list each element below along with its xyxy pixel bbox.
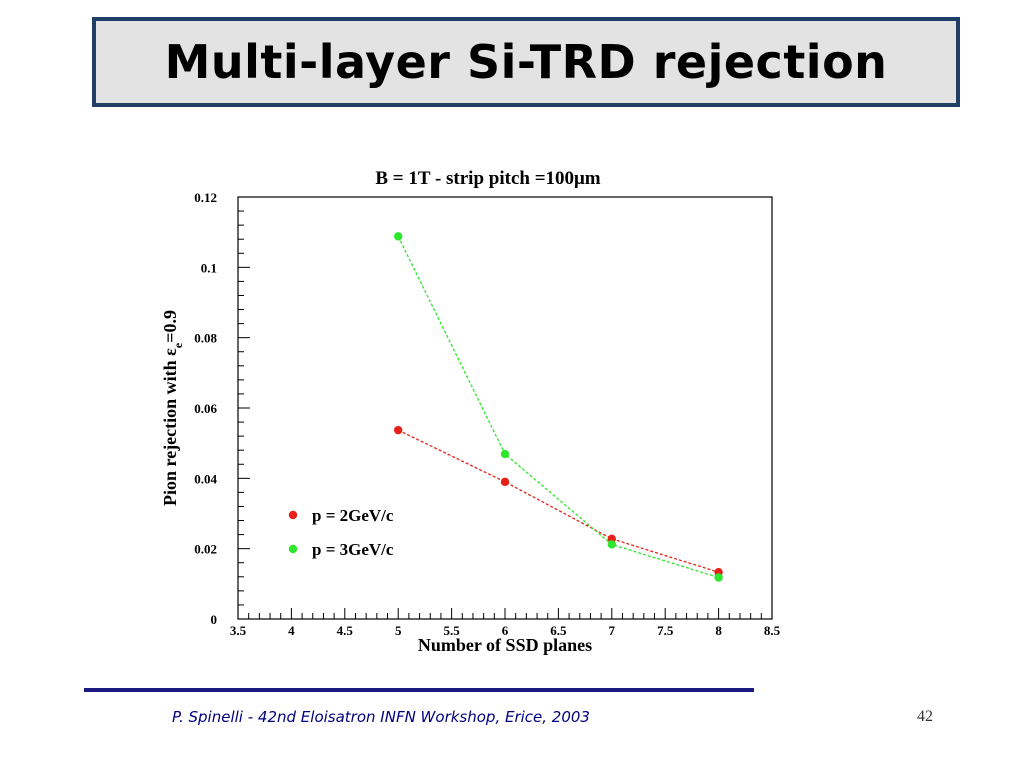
y-axis-label-tail: =0.9 (160, 310, 180, 343)
legend: p = 2GeV/c p = 3GeV/c (288, 506, 394, 559)
slide-title: Multi-layer Si-TRD rejection (164, 35, 888, 89)
x-tick-label: 7.5 (657, 623, 674, 638)
axis-tick-labels: 3.5 4 4.5 5 5.5 6 6.5 7 7.5 8 8.5 0 0.02 0.04 0.06 0.08… (194, 190, 780, 638)
legend-marker-1 (288, 510, 298, 520)
legend-label-2: p = 3GeV/c (312, 540, 394, 559)
series-line-2 (397, 236, 719, 579)
y-tick-label: 0.02 (194, 542, 217, 557)
data-point-series-1 (500, 477, 510, 487)
chart-title: B = 1T - strip pitch =100μm (375, 168, 600, 189)
y-axis-label: Pion rejection with εe=0.9 (160, 310, 185, 506)
y-tick-label: 0.08 (194, 331, 217, 346)
data-point-series-1 (394, 425, 403, 435)
y-axis-label-sub: e (171, 342, 185, 348)
footer-credit: P. Spinelli - 42nd Eloisatron INFN Works… (172, 708, 590, 726)
x-tick-label: 5 (395, 623, 402, 638)
x-tick-label: 8 (715, 623, 722, 638)
y-tick-label: 0.1 (201, 260, 217, 275)
x-tick-label: 4.5 (337, 623, 354, 638)
data-point-series-2 (500, 449, 510, 459)
y-tick-label: 0 (211, 612, 218, 627)
data-point-series-2 (394, 232, 403, 241)
page-number: 42 (917, 708, 933, 725)
series-layer (394, 232, 723, 582)
legend-label-1: p = 2GeV/c (312, 506, 394, 525)
x-tick-label: 8.5 (764, 623, 781, 638)
legend-marker-2 (288, 544, 298, 554)
y-tick-label: 0.04 (194, 471, 217, 486)
x-tick-label: 4 (288, 623, 295, 638)
x-tick-label: 5.5 (443, 623, 460, 638)
x-axis-label: Number of SSD planes (418, 635, 592, 655)
x-tick-label: 6 (502, 623, 509, 638)
footer-divider (84, 688, 754, 692)
axis-ticks (237, 196, 773, 620)
data-point-series-2 (607, 540, 616, 549)
series-line-1 (397, 429, 719, 573)
data-point-series-2 (714, 573, 723, 582)
x-tick-label: 3.5 (230, 623, 247, 638)
y-axis-label-main: Pion rejection with ε (160, 348, 180, 506)
y-tick-label: 0.12 (194, 190, 217, 205)
slide-title-box: Multi-layer Si-TRD rejection (92, 17, 960, 107)
x-tick-label: 7 (609, 623, 616, 638)
x-tick-label: 6.5 (550, 623, 567, 638)
y-tick-label: 0.06 (194, 401, 217, 416)
